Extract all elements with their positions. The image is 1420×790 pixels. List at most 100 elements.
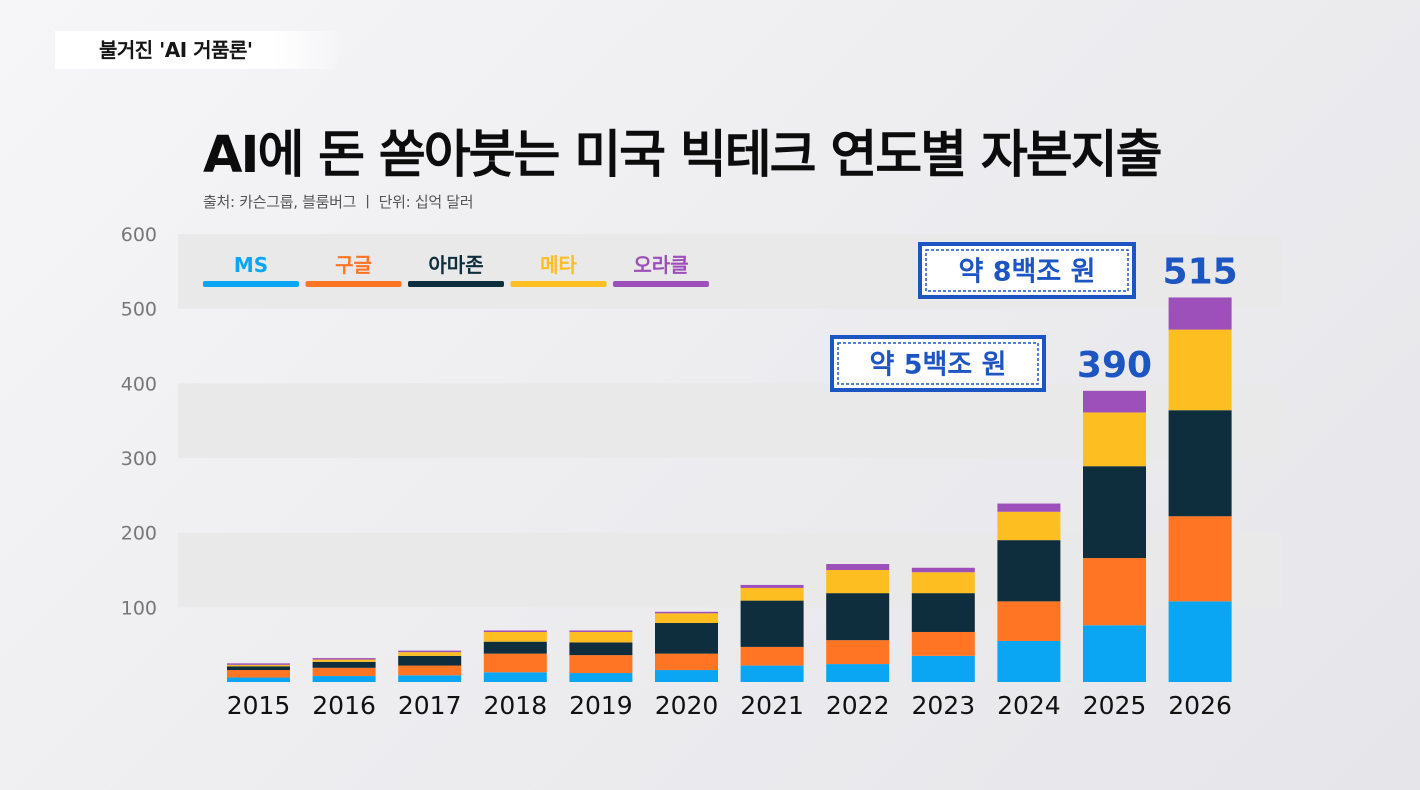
bar-segment (1083, 466, 1146, 559)
bar-segment (483, 641, 547, 654)
banner-text: 불거진 'AI 거품론' (99, 38, 253, 62)
bar-segment (569, 655, 633, 674)
legend-label: 메타 (540, 253, 577, 277)
bar-segment (398, 665, 462, 676)
bar-segment (1168, 410, 1232, 517)
bar-segment (1168, 329, 1232, 411)
y-tick-label: 400 (121, 373, 157, 395)
bar-segment (911, 631, 975, 656)
bar-segment (1168, 601, 1232, 682)
news-banner: 불거진 'AI 거품론' (55, 31, 347, 69)
bar-segment (398, 652, 462, 656)
bar-segment (1168, 516, 1232, 602)
x-tick-label: 2016 (312, 691, 376, 720)
bar-segment (398, 650, 462, 653)
bar-segment (655, 670, 718, 682)
legend-swatch (203, 281, 299, 287)
callout-text: 약 5백조 원 (870, 350, 1007, 381)
bar-segment (997, 511, 1061, 541)
bar-segment (569, 631, 633, 643)
bar-segment (483, 630, 547, 632)
total-value-label: 390 (1077, 345, 1152, 386)
bar-segment (826, 664, 890, 682)
x-tick-label: 2025 (1083, 691, 1147, 720)
bar-segment (398, 655, 462, 666)
bar-segment (227, 664, 290, 667)
y-tick-label: 100 (121, 597, 157, 619)
legend-label: 아마존 (428, 253, 483, 277)
bar-segment (312, 676, 376, 682)
legend-swatch (510, 281, 607, 287)
bar-segment (826, 564, 890, 570)
y-tick-label: 200 (121, 523, 157, 545)
bar-segment (655, 613, 718, 624)
callout-text: 약 8백조 원 (959, 257, 1096, 288)
bar-segment (997, 601, 1061, 641)
bar-segment (227, 677, 290, 682)
bar-segment (826, 570, 890, 594)
callout-inner-border (837, 342, 1039, 385)
legend-label: MS (234, 253, 268, 277)
bar-segment (483, 653, 547, 673)
bar-segment (569, 642, 633, 656)
bar-segment (1083, 558, 1146, 626)
x-tick-label: 2026 (1168, 691, 1232, 720)
bar-segment (655, 611, 718, 614)
chart-subtitle: 출처: 카슨그룹, 블룸버그 ㅣ 단위: 십억 달러 (203, 193, 474, 211)
x-tick-label: 2019 (569, 691, 633, 720)
bar-segment (569, 673, 633, 682)
x-tick-label: 2023 (911, 691, 975, 720)
bar-segment (826, 593, 890, 641)
total-value-label: 515 (1163, 251, 1238, 292)
legend-swatch (613, 281, 709, 287)
legend-label: 구글 (335, 253, 372, 277)
bar-segment (740, 646, 804, 666)
bar-segment (227, 666, 290, 671)
bar-segment (655, 653, 718, 671)
y-tick-label: 600 (121, 224, 157, 246)
x-tick-label: 2021 (740, 691, 804, 720)
bar-segment (826, 640, 890, 665)
bar-segment (740, 587, 804, 601)
bar-segment (227, 670, 290, 678)
legend-swatch (408, 281, 504, 287)
x-tick-label: 2015 (227, 691, 291, 720)
bar-segment (1083, 390, 1146, 413)
callout-inner-border (925, 249, 1129, 292)
bar-segment (1168, 297, 1232, 330)
bar-segment (911, 567, 975, 573)
y-tick-label: 300 (121, 448, 157, 470)
bar-segment (312, 659, 376, 662)
bar-segment (1083, 625, 1146, 682)
bar-segment (569, 630, 633, 632)
chart-title: AI에 돈 쏟아붓는 미국 빅테크 연도별 자본지출 (203, 126, 1163, 185)
bar-segment (227, 663, 290, 665)
bar-segment (312, 667, 376, 677)
bar-segment (740, 584, 804, 588)
bar-segment (911, 655, 975, 682)
callout-box (830, 335, 1046, 392)
bar-segment (740, 600, 804, 647)
callout-box (918, 242, 1136, 299)
x-tick-label: 2020 (655, 691, 719, 720)
bar-segment (312, 661, 376, 668)
x-tick-label: 2024 (997, 691, 1061, 720)
bar-segment (997, 540, 1061, 602)
bar-segment (911, 593, 975, 632)
bar-segment (483, 631, 547, 642)
x-tick-label: 2017 (398, 691, 462, 720)
legend-label: 오라클 (633, 253, 688, 277)
x-tick-label: 2022 (826, 691, 890, 720)
bar-segment (997, 503, 1061, 512)
bar-segment (312, 658, 376, 660)
bar-segment (1083, 412, 1146, 467)
bar-segment (655, 623, 718, 654)
bar-segment (398, 675, 462, 682)
bar-segment (911, 572, 975, 594)
bar-segment (740, 665, 804, 682)
bar-segment (997, 640, 1061, 682)
legend-swatch (305, 281, 402, 287)
y-tick-label: 500 (121, 299, 157, 321)
x-tick-label: 2018 (483, 691, 547, 720)
